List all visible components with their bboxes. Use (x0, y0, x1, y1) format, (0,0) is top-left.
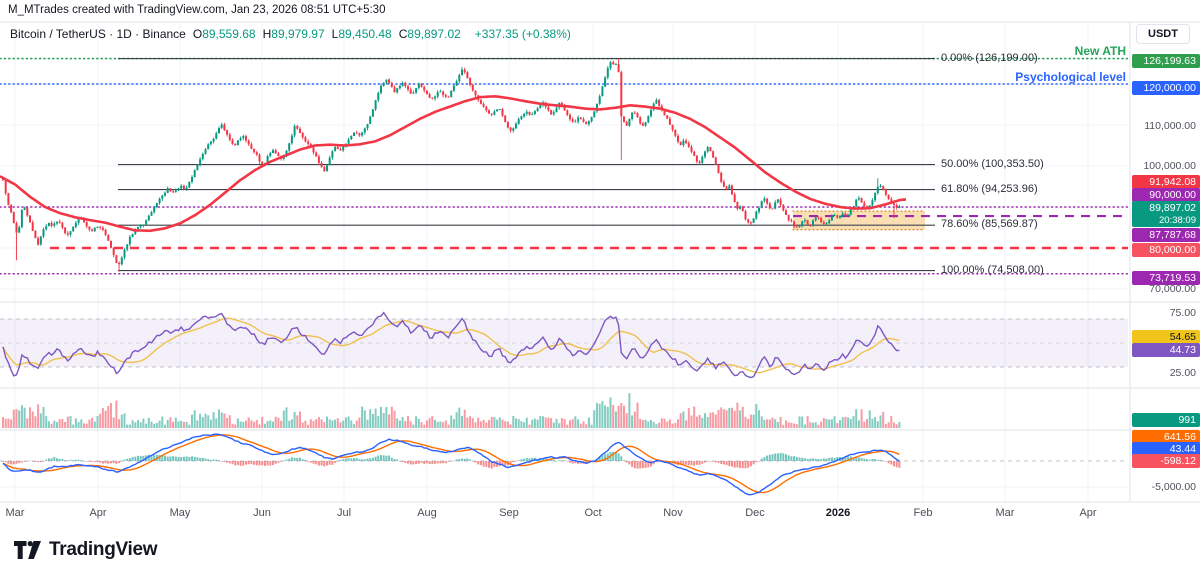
fib-level-label: 50.00% (100,353.50) (941, 157, 1044, 170)
fib-level-label: 0.00% (126,199.00) (941, 51, 1038, 64)
macd-price-badge: -598.12 (1132, 454, 1200, 468)
price-price-badge: 90,000.00 (1132, 188, 1200, 202)
symbol-legend: Bitcoin / TetherUS · 1D · Binance O89,55… (10, 27, 571, 41)
change-value: +337.35 (+0.38%) (474, 27, 571, 41)
axis-tick: -5,000.00 (1151, 481, 1196, 493)
price-price-badge: 91,942.08 (1132, 175, 1200, 189)
time-axis-label: Oct (584, 507, 602, 519)
price-price-badge: 87,787.68 (1132, 228, 1200, 242)
annotation-label[interactable]: New ATH (1074, 44, 1126, 58)
ohlc-values: O89,559.68 H89,979.97 L89,450.48 C89,897.02 (193, 27, 468, 41)
symbol-title[interactable]: Bitcoin / TetherUS · 1D · Binance (10, 27, 186, 41)
currency-toggle-button[interactable]: USDT (1136, 24, 1190, 44)
countdown-timer: 20:38:09 (1159, 215, 1196, 226)
time-axis-label: Apr (1079, 507, 1097, 519)
tradingview-logo-icon (14, 541, 41, 559)
axis-tick: 110,000.00 (1144, 120, 1196, 132)
time-axis-label: Nov (663, 507, 683, 519)
price-price-badge: 126,199.63 (1132, 54, 1200, 68)
macd-price-badge: 641.56 (1132, 430, 1200, 444)
price-price-badge: 89,897.02 20:38:09 (1132, 201, 1200, 227)
fib-level-label: 100.00% (74,508.00) (941, 263, 1044, 276)
time-axis-label: May (169, 507, 191, 519)
axis-tick: 75.00 (1169, 307, 1196, 319)
time-axis-label: Feb (913, 507, 933, 519)
annotation-label[interactable]: Psychological level (1015, 70, 1126, 84)
attribution-text: M_MTrades created with TradingView.com, … (8, 4, 386, 16)
fib-level-label: 61.80% (94,253.96) (941, 182, 1038, 195)
time-axis-label: 2026 (825, 507, 851, 519)
ohlc-h: H89,979.97 (262, 27, 325, 41)
tradingview-logo[interactable]: TradingView (14, 539, 158, 561)
time-axis-label: Apr (89, 507, 107, 519)
ohlc-c: C89,897.02 (398, 27, 461, 41)
fib-level-label: 78.60% (85,569.87) (941, 218, 1038, 231)
ohlc-o: O89,559.68 (192, 27, 256, 41)
axis-tick: 25.00 (1169, 367, 1196, 379)
price-price-badge: 73,719.53 (1132, 271, 1200, 285)
macd-price-badge: 43.44 (1132, 442, 1200, 456)
time-axis-label: Aug (417, 507, 437, 519)
time-axis-label: Mar (5, 507, 25, 519)
axis-tick: 70,000.00 (1149, 283, 1196, 295)
price-price-badge: 80,000.00 (1132, 243, 1200, 257)
time-axis-label: Mar (995, 507, 1015, 519)
rsi-price-badge: 44.73 (1132, 343, 1200, 357)
time-axis-label: Sep (499, 507, 519, 519)
time-axis-label: Dec (745, 507, 765, 519)
time-axis-label: Jun (253, 507, 271, 519)
price-price-badge: 120,000.00 (1132, 81, 1200, 95)
rsi-price-badge: 54.65 (1132, 330, 1200, 344)
tradingview-logo-text: TradingView (49, 539, 158, 560)
ohlc-l: L89,450.48 (331, 27, 392, 41)
time-axis-label: Jul (336, 507, 352, 519)
axis-tick: 100,000.00 (1143, 160, 1196, 172)
volume-price-badge: 991 (1132, 413, 1200, 427)
